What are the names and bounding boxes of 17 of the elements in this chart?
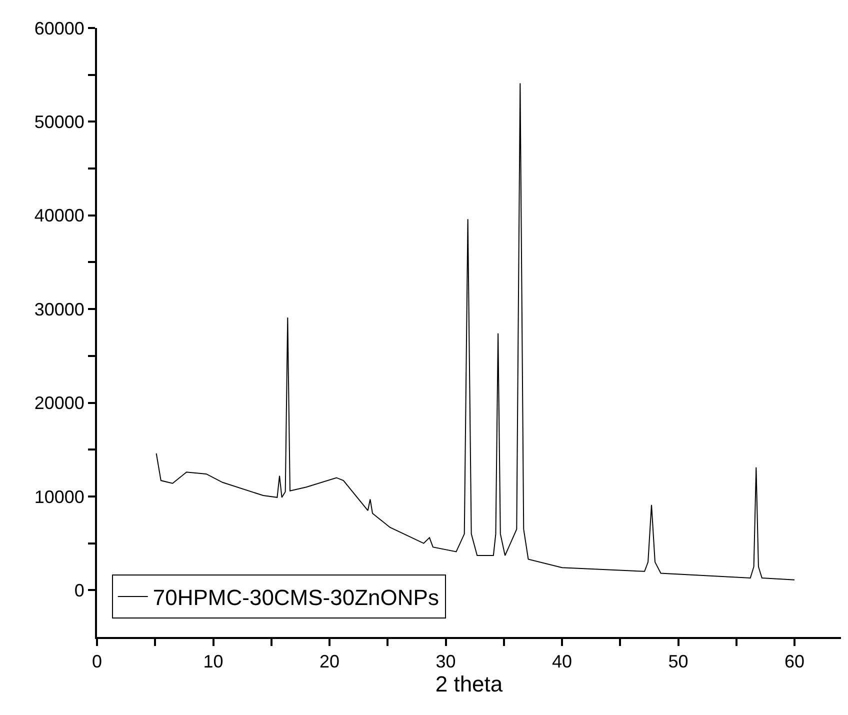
x-tick-label: 60 <box>784 652 805 672</box>
x-tick-label: 20 <box>319 652 340 672</box>
legend-label: 70HPMC-30CMS-30ZnONPs <box>152 585 439 610</box>
y-tick-label: 10000 <box>34 486 84 507</box>
x-tick-label: 10 <box>203 652 224 672</box>
y-tick-label: 20000 <box>34 393 84 414</box>
y-tick-label: 50000 <box>34 112 84 132</box>
y-tick-label: 40000 <box>34 206 84 226</box>
line-series <box>156 82 795 580</box>
y-tick-label: 30000 <box>34 299 84 320</box>
x-tick-label: 50 <box>668 652 688 672</box>
x-tick-label: 0 <box>92 652 102 672</box>
x-tick-label: 30 <box>436 652 456 672</box>
x-axis-title: 2 theta <box>435 672 504 697</box>
y-tick-label: 60000 <box>34 18 84 38</box>
y-tick-label: 0 <box>74 580 84 600</box>
x-tick-label: 40 <box>552 652 572 672</box>
